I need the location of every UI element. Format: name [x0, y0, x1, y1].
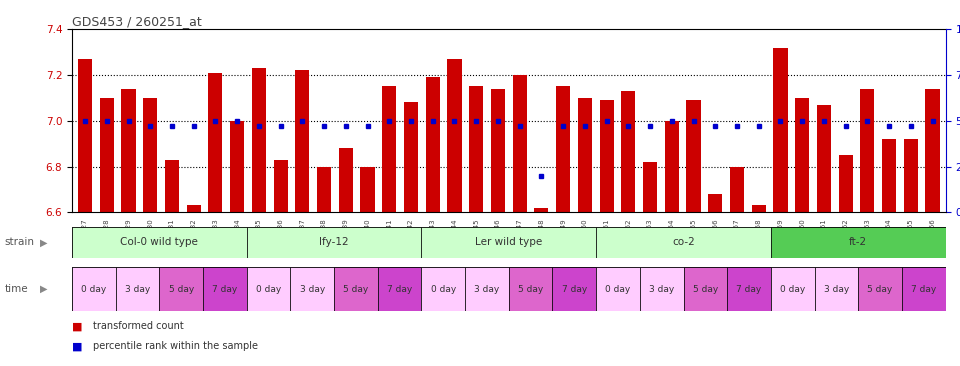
- Text: strain: strain: [5, 238, 35, 247]
- Bar: [339, 148, 353, 212]
- Bar: [247, 227, 421, 258]
- Bar: [274, 160, 288, 212]
- Bar: [100, 98, 114, 212]
- Bar: [165, 160, 179, 212]
- Bar: [404, 102, 418, 212]
- Bar: [509, 267, 553, 311]
- Text: 0 day: 0 day: [82, 285, 107, 294]
- Text: 7 day: 7 day: [736, 285, 761, 294]
- Text: 5 day: 5 day: [693, 285, 718, 294]
- Text: 3 day: 3 day: [474, 285, 499, 294]
- Bar: [121, 89, 135, 212]
- Bar: [159, 267, 204, 311]
- Bar: [684, 267, 728, 311]
- Bar: [291, 267, 334, 311]
- Bar: [902, 267, 946, 311]
- Bar: [858, 267, 902, 311]
- Bar: [513, 75, 527, 212]
- Bar: [686, 100, 701, 212]
- Text: percentile rank within the sample: percentile rank within the sample: [93, 341, 258, 351]
- Bar: [143, 98, 157, 212]
- Text: 5 day: 5 day: [169, 285, 194, 294]
- Text: Ler wild type: Ler wild type: [475, 238, 542, 247]
- Bar: [925, 89, 940, 212]
- Text: 7 day: 7 day: [911, 285, 936, 294]
- Bar: [421, 267, 466, 311]
- Text: Col-0 wild type: Col-0 wild type: [120, 238, 199, 247]
- Bar: [643, 162, 657, 212]
- Bar: [204, 267, 247, 311]
- Bar: [491, 89, 505, 212]
- Text: 7 day: 7 day: [562, 285, 587, 294]
- Bar: [578, 98, 592, 212]
- Text: 0 day: 0 day: [606, 285, 631, 294]
- Text: GDS453 / 260251_at: GDS453 / 260251_at: [72, 15, 202, 28]
- Text: co-2: co-2: [672, 238, 695, 247]
- Bar: [535, 208, 548, 212]
- Bar: [839, 155, 852, 212]
- Bar: [421, 227, 596, 258]
- Text: 0 day: 0 day: [256, 285, 281, 294]
- Text: 5 day: 5 day: [868, 285, 893, 294]
- Bar: [817, 105, 831, 212]
- Text: ■: ■: [72, 341, 83, 351]
- Bar: [378, 267, 421, 311]
- Bar: [752, 205, 766, 212]
- Bar: [596, 227, 771, 258]
- Text: 0 day: 0 day: [431, 285, 456, 294]
- Bar: [72, 267, 116, 311]
- Bar: [296, 71, 309, 212]
- Bar: [186, 205, 201, 212]
- Bar: [882, 139, 897, 212]
- Bar: [208, 73, 223, 212]
- Text: 3 day: 3 day: [300, 285, 324, 294]
- Bar: [771, 227, 946, 258]
- Bar: [730, 167, 744, 212]
- Text: transformed count: transformed count: [93, 321, 184, 331]
- Bar: [903, 139, 918, 212]
- Text: lfy-12: lfy-12: [320, 238, 348, 247]
- Text: 5 day: 5 day: [344, 285, 369, 294]
- Bar: [664, 121, 679, 212]
- Bar: [447, 59, 462, 212]
- Text: 0 day: 0 day: [780, 285, 805, 294]
- Bar: [556, 86, 570, 212]
- Text: ▶: ▶: [40, 238, 48, 247]
- Text: 3 day: 3 day: [824, 285, 849, 294]
- Bar: [466, 267, 509, 311]
- Text: ■: ■: [72, 321, 83, 331]
- Text: ft-2: ft-2: [850, 238, 867, 247]
- Bar: [425, 77, 440, 212]
- Bar: [382, 86, 396, 212]
- Text: 7 day: 7 day: [387, 285, 412, 294]
- Bar: [640, 267, 684, 311]
- Bar: [860, 89, 875, 212]
- Bar: [72, 227, 247, 258]
- Text: time: time: [5, 284, 29, 294]
- Bar: [774, 48, 787, 212]
- Text: 5 day: 5 day: [518, 285, 543, 294]
- Bar: [708, 194, 722, 212]
- Bar: [621, 91, 636, 212]
- Text: ▶: ▶: [40, 284, 48, 294]
- Bar: [469, 86, 483, 212]
- Bar: [553, 267, 596, 311]
- Bar: [815, 267, 858, 311]
- Bar: [334, 267, 378, 311]
- Bar: [728, 267, 771, 311]
- Bar: [317, 167, 331, 212]
- Bar: [771, 267, 815, 311]
- Text: 3 day: 3 day: [125, 285, 150, 294]
- Bar: [596, 267, 640, 311]
- Bar: [78, 59, 92, 212]
- Text: 3 day: 3 day: [649, 285, 674, 294]
- Bar: [252, 68, 266, 212]
- Bar: [600, 100, 613, 212]
- Bar: [247, 267, 291, 311]
- Bar: [116, 267, 159, 311]
- Bar: [230, 121, 244, 212]
- Bar: [795, 98, 809, 212]
- Text: 7 day: 7 day: [212, 285, 237, 294]
- Bar: [361, 167, 374, 212]
